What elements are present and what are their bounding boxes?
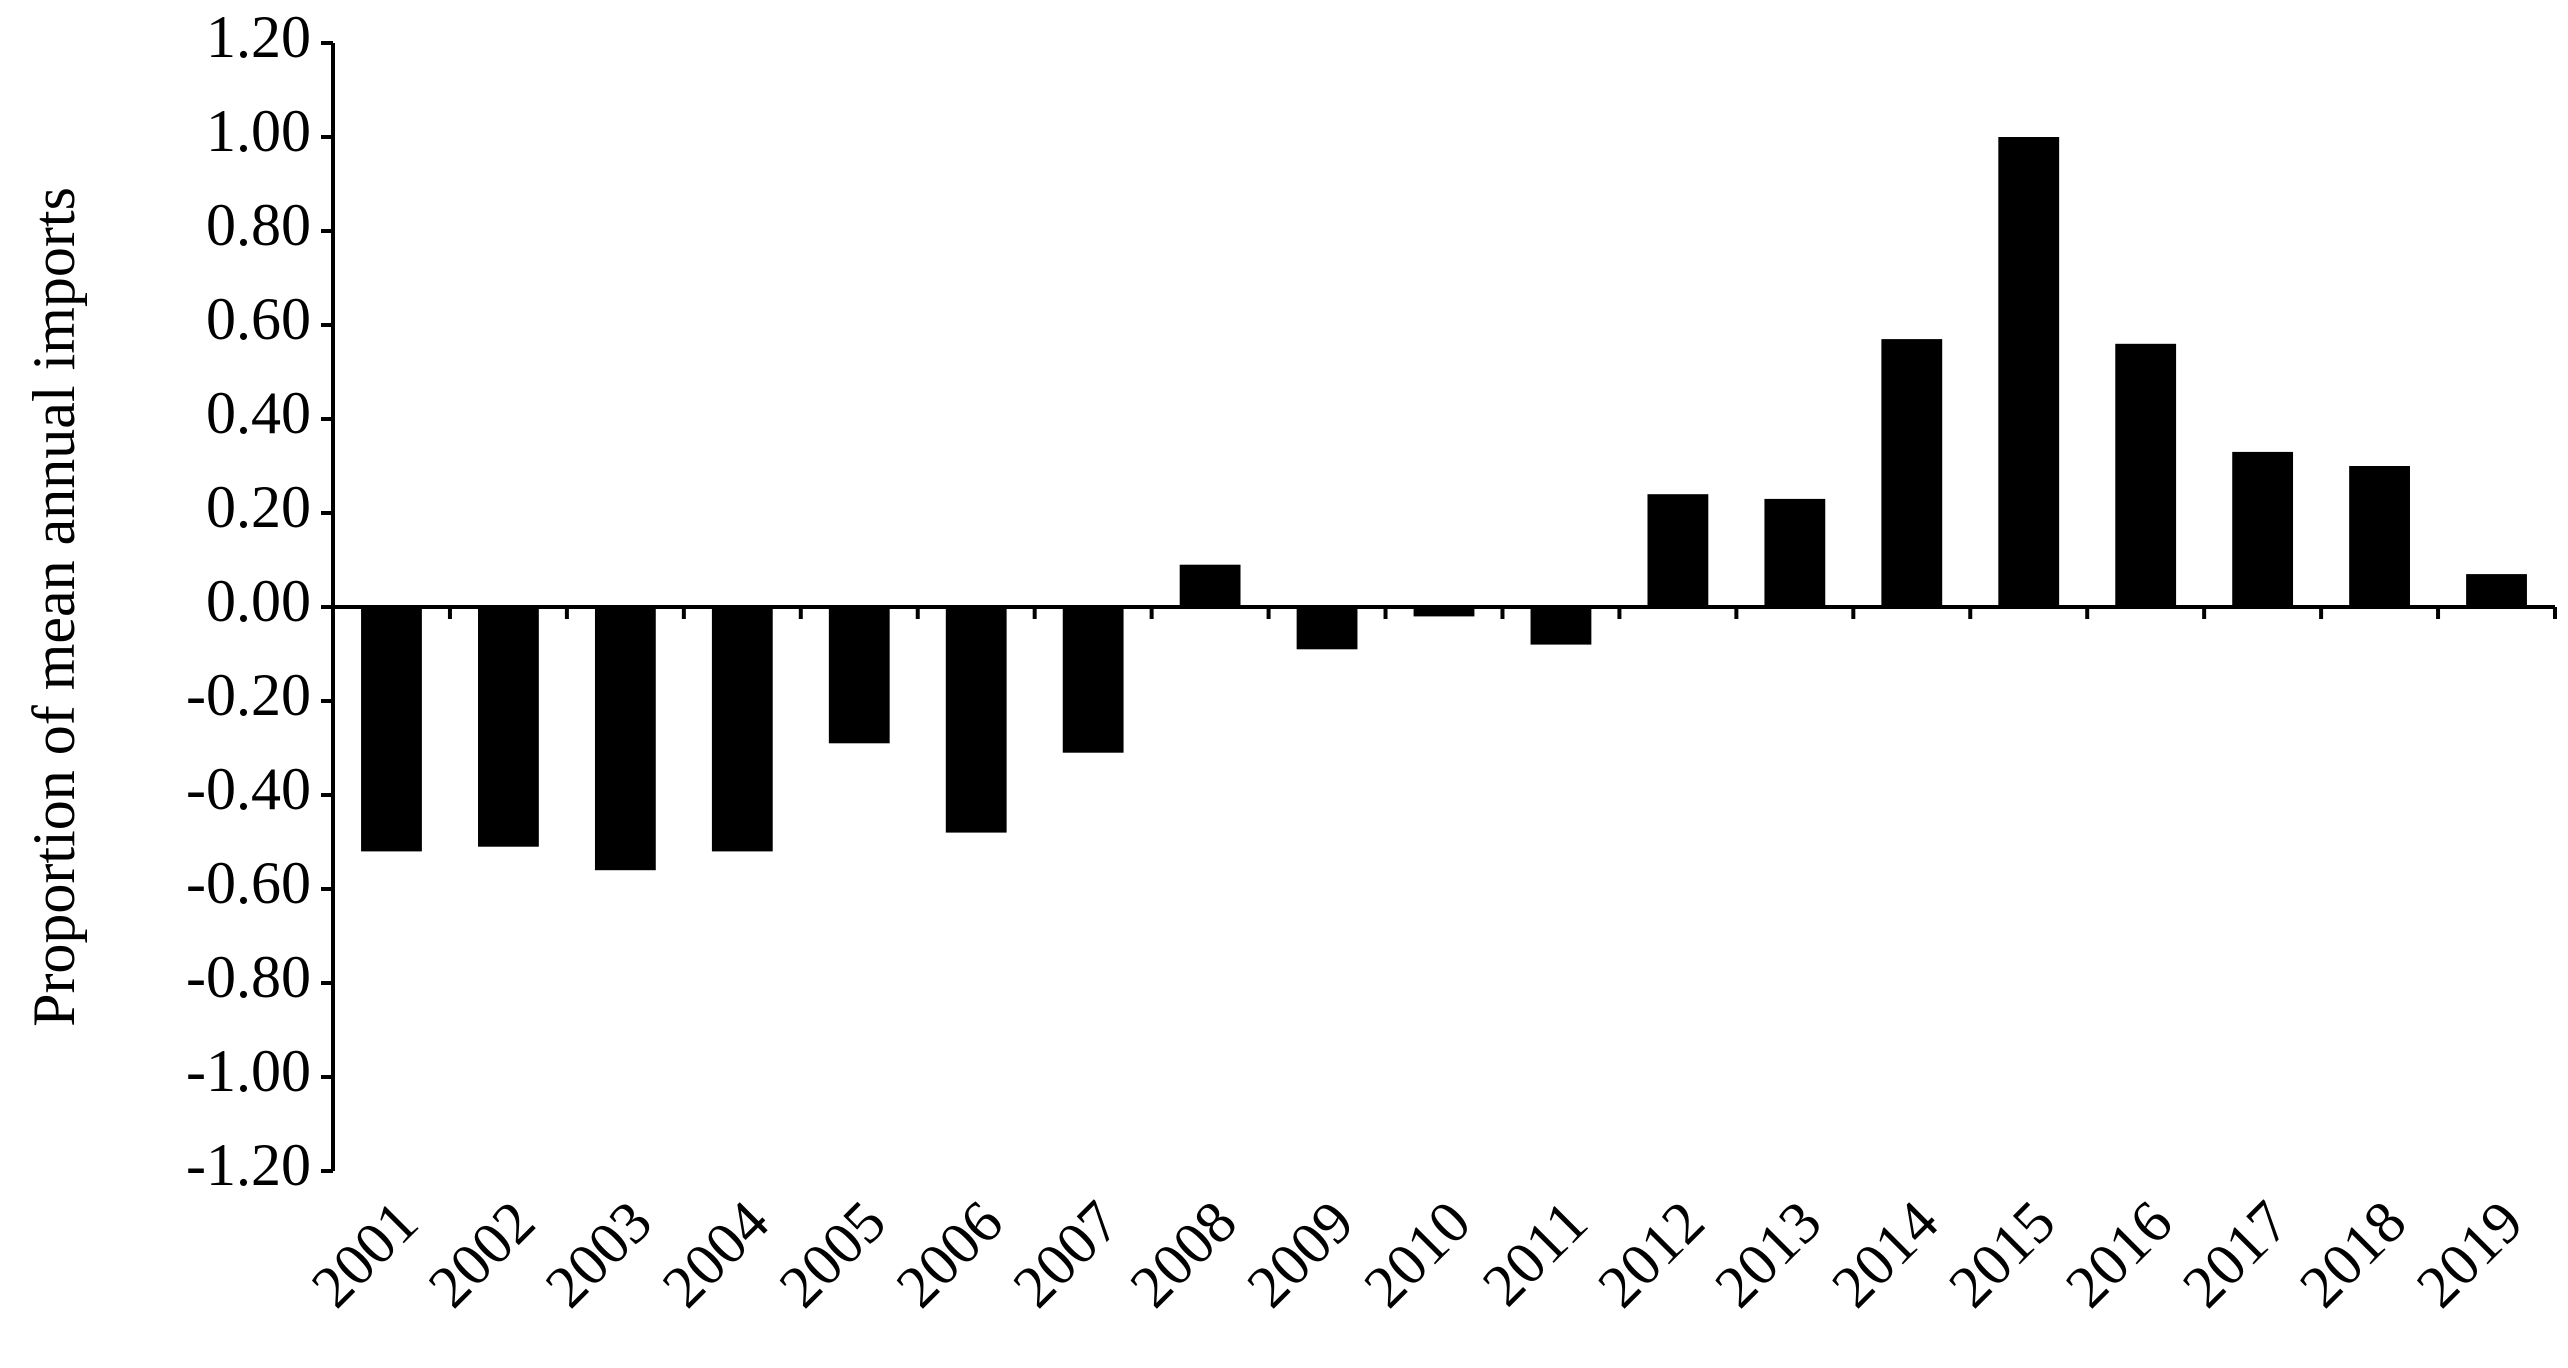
x-tick-label: 2016 (2053, 1188, 2185, 1320)
x-tick-label: 2011 (1470, 1188, 1600, 1318)
y-tick-label: 1.00 (206, 98, 311, 164)
y-tick-label: -0.60 (186, 850, 311, 916)
y-tick-label: 1.20 (206, 4, 311, 70)
y-tick-label: -1.20 (186, 1132, 311, 1198)
bar (828, 607, 890, 744)
x-tick-label: 2017 (2170, 1188, 2302, 1320)
x-tick-label: 2019 (2404, 1188, 2536, 1320)
bar (1530, 607, 1592, 645)
bar (2466, 574, 2527, 607)
x-tick-label: 2012 (1585, 1188, 1717, 1320)
x-tick-label: 2007 (1001, 1188, 1133, 1320)
bar (1062, 607, 1124, 753)
bar (1998, 137, 2060, 607)
y-axis-label: Proportion of mean annual imports (21, 187, 87, 1027)
y-tick-label: 0.80 (206, 192, 311, 258)
x-tick-label: 2006 (884, 1188, 1016, 1320)
y-tick-label: 0.60 (206, 286, 311, 352)
bar (361, 607, 422, 852)
bar (2232, 451, 2294, 607)
bar (478, 607, 539, 847)
y-tick-label: -0.80 (186, 944, 311, 1010)
bar (1413, 607, 1475, 617)
x-tick-label: 2018 (2287, 1188, 2419, 1320)
bar (1179, 564, 1241, 607)
bar (1764, 498, 1826, 607)
bar (945, 607, 1007, 833)
x-tick-label: 2010 (1351, 1188, 1483, 1320)
y-tick-label: 0.40 (206, 380, 311, 446)
y-tick-label: -1.00 (186, 1038, 311, 1104)
x-tick-label: 2002 (416, 1188, 548, 1320)
x-tick-label: 2015 (1936, 1188, 2068, 1320)
x-tick-label: 2008 (1118, 1188, 1250, 1320)
bar (1881, 339, 1943, 607)
x-tick-label: 2013 (1702, 1188, 1834, 1320)
y-tick-label: 0.20 (206, 474, 311, 540)
bar (2115, 343, 2177, 607)
y-tick-label: -0.20 (186, 662, 311, 728)
bar (1647, 494, 1709, 607)
bar (594, 607, 656, 871)
x-tick-label: 2009 (1234, 1188, 1366, 1320)
y-tick-label: -0.40 (186, 756, 311, 822)
y-tick-label: 0.00 (206, 568, 311, 634)
bar (1296, 607, 1358, 650)
x-tick-label: 2005 (767, 1188, 899, 1320)
x-tick-label: 2014 (1819, 1188, 1951, 1320)
x-tick-label: 2001 (299, 1188, 431, 1320)
bar (711, 607, 773, 852)
x-tick-label: 2004 (650, 1188, 782, 1320)
x-tick-label: 2003 (533, 1188, 665, 1320)
bar (2349, 466, 2410, 607)
